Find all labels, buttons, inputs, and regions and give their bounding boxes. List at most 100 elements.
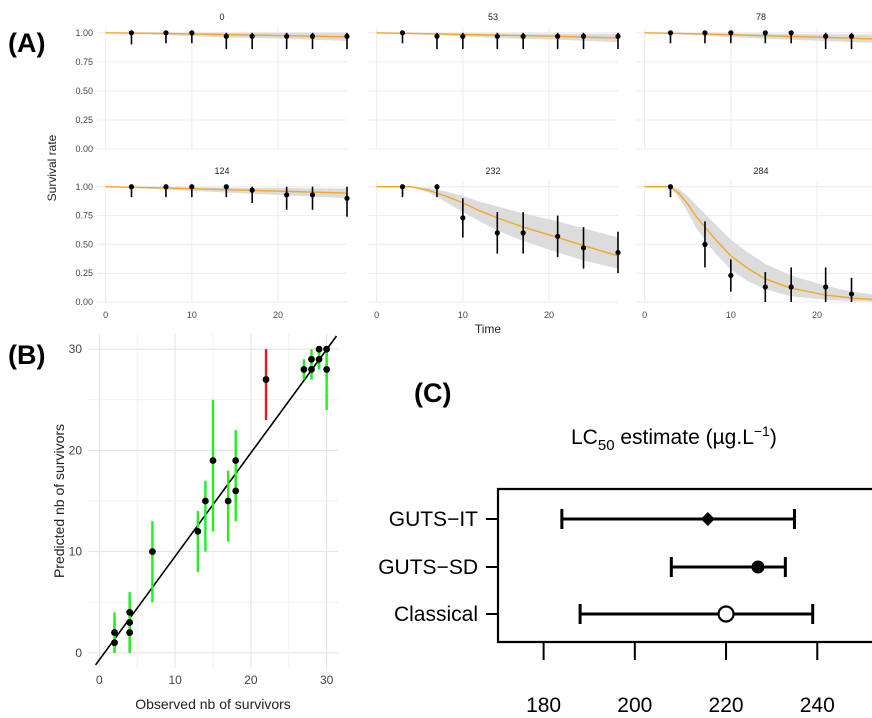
data-point <box>249 33 255 39</box>
data-point <box>308 355 315 363</box>
facet-0: 0 0.00 0.25 0.50 0.75 1.00 <box>75 12 350 154</box>
data-point <box>728 272 734 279</box>
data-point <box>728 30 734 36</box>
x-tick-label: 240 <box>800 694 835 717</box>
facet-78: 78 <box>636 12 872 150</box>
data-point <box>848 291 855 297</box>
data-point <box>702 241 708 247</box>
data-point <box>460 33 466 39</box>
facet-label: 53 <box>488 12 498 22</box>
panel-c-title-main: LC <box>571 426 598 449</box>
data-point <box>128 30 135 36</box>
data-point <box>762 30 768 36</box>
data-point <box>580 33 587 39</box>
data-point <box>209 457 217 464</box>
panel-b-x-axis-title: Observed nb of survivors <box>135 696 291 712</box>
data-point <box>300 366 308 373</box>
panel-c-title-sub: 50 <box>598 437 615 454</box>
facet-284: 284 0 10 20 <box>636 166 872 320</box>
data-point <box>148 548 156 556</box>
data-point <box>223 33 229 39</box>
data-point <box>762 284 768 290</box>
data-point <box>262 376 270 383</box>
data-point <box>323 345 331 353</box>
x-tick-label: 0 <box>103 310 108 320</box>
data-point <box>126 608 134 616</box>
data-point <box>788 284 794 290</box>
data-point <box>126 619 134 626</box>
data-point <box>615 249 621 256</box>
facet-124: 124 0.00 0.25 0.50 0.75 1.00 0 10 20 <box>75 166 350 320</box>
estimate-marker-open-circle <box>717 605 735 623</box>
data-point <box>309 33 316 39</box>
x-tick-label: 20 <box>544 310 554 320</box>
y-tick-label: 0.00 <box>75 144 93 154</box>
y-tick-label: 0 <box>75 646 82 660</box>
y-tick-label: 20 <box>69 443 83 457</box>
y-tick-label: 10 <box>69 545 83 559</box>
x-tick-label: 0 <box>374 310 379 320</box>
data-point <box>223 184 229 190</box>
panel-c-title-sup: −1 <box>754 423 770 439</box>
data-point <box>189 30 195 36</box>
data-point <box>126 629 134 636</box>
fitted-curve <box>376 186 619 257</box>
panel-b-y-axis-title: Predicted nb of survivors <box>51 424 67 578</box>
data-point <box>460 215 466 221</box>
data-point <box>555 33 561 39</box>
y-tick-label: 0.50 <box>75 86 93 96</box>
y-tick-label: 0.25 <box>75 268 93 278</box>
y-tick-label: 1.00 <box>75 28 93 38</box>
data-point <box>232 487 240 495</box>
data-point <box>823 284 829 290</box>
data-point <box>823 33 829 39</box>
data-point <box>315 345 323 353</box>
data-point <box>163 30 169 36</box>
panel-c-title: LC50 estimate (µg.L−1) <box>571 423 777 454</box>
row-label: GUTS−SD <box>378 556 478 579</box>
data-point <box>323 366 331 373</box>
facet-232: 232 0 10 20 <box>368 166 621 320</box>
lc50-estimate-plot: GUTS−IT GUTS−SD Classical 180 200 220 240 <box>378 487 872 717</box>
data-point <box>163 184 169 190</box>
data-point <box>344 195 350 201</box>
data-point <box>111 639 118 647</box>
panel-a-y-axis-title: Survival rate <box>45 134 59 201</box>
data-point <box>309 192 316 198</box>
predicted-vs-observed-plot: 0 10 20 30 0 10 20 30 <box>69 334 338 687</box>
data-point <box>284 192 290 198</box>
x-tick-label: 20 <box>812 310 822 320</box>
data-point <box>284 33 290 39</box>
facet-label: 124 <box>214 166 229 176</box>
facet-label: 284 <box>753 166 768 176</box>
data-point <box>189 184 195 190</box>
data-point <box>111 629 118 636</box>
data-point <box>494 33 500 39</box>
identity-line <box>94 335 338 666</box>
x-tick-label: 30 <box>320 673 334 687</box>
data-point <box>555 233 561 239</box>
data-point <box>434 33 440 39</box>
y-tick-label: 0.00 <box>75 297 93 307</box>
data-point <box>399 30 406 36</box>
row-label: Classical <box>394 603 478 626</box>
x-tick-label: 10 <box>187 310 197 320</box>
data-point <box>224 497 232 505</box>
y-tick-label: 0.75 <box>75 211 93 221</box>
x-tick-label: 20 <box>244 673 258 687</box>
x-tick-label: 10 <box>458 310 468 320</box>
y-tick-label: 0.50 <box>75 239 93 249</box>
x-tick-label: 20 <box>273 310 283 320</box>
plot-frame <box>496 487 872 644</box>
data-point <box>702 30 708 36</box>
data-point <box>249 187 255 193</box>
panel-label-a: (A) <box>8 28 45 58</box>
data-point <box>194 527 202 535</box>
facet-label: 232 <box>485 166 500 176</box>
data-point <box>399 184 406 190</box>
data-point <box>308 366 315 373</box>
facet-label: 0 <box>219 12 224 22</box>
data-point <box>788 30 794 36</box>
facet-53: 53 <box>368 12 621 150</box>
data-point <box>494 230 500 236</box>
